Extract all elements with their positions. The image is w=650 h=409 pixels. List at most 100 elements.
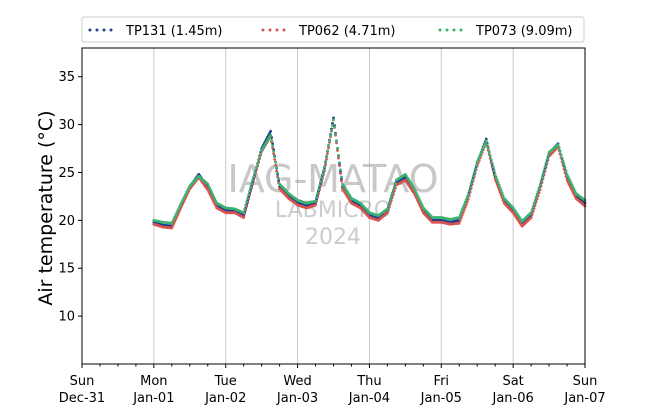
legend-item: TP131 (1.45m) xyxy=(88,24,222,39)
data-point xyxy=(460,208,464,212)
data-point xyxy=(242,211,246,215)
axes: 10 15 20 25 30 35 Sun Dec-31 Mon Jan-01 Tue Jan-02 W… xyxy=(58,47,606,406)
data-point xyxy=(337,154,340,157)
x-tick-day: Mon xyxy=(140,374,167,389)
data-point xyxy=(206,182,210,186)
data-point xyxy=(325,154,328,158)
data-point xyxy=(251,178,255,182)
legend-marker xyxy=(102,28,106,32)
data-point xyxy=(273,158,277,161)
data-point xyxy=(247,193,251,197)
x-tick-day: Sat xyxy=(502,374,523,389)
data-point xyxy=(420,204,424,208)
legend-item: TP062 (4.71m) xyxy=(261,24,395,39)
data-point xyxy=(491,165,495,169)
data-point xyxy=(314,203,317,207)
legend-marker xyxy=(445,28,449,32)
data-point xyxy=(338,161,341,164)
data-point xyxy=(391,188,395,192)
y-tick-label: 30 xyxy=(58,118,75,133)
data-point xyxy=(529,216,533,219)
data-point xyxy=(385,211,389,215)
data-point xyxy=(175,215,179,219)
watermark-line-3: 2024 xyxy=(305,225,361,250)
data-point xyxy=(333,125,336,129)
legend-marker xyxy=(275,28,279,32)
data-point xyxy=(274,163,278,167)
data-point xyxy=(489,158,493,161)
data-point xyxy=(414,191,418,195)
data-point xyxy=(387,201,391,204)
data-point xyxy=(467,189,471,193)
data-point xyxy=(173,215,177,219)
data-point xyxy=(336,146,339,150)
data-point xyxy=(272,150,276,153)
data-point xyxy=(457,221,461,225)
data-point xyxy=(417,198,421,201)
legend-marker xyxy=(268,28,272,32)
x-tick-day: Wed xyxy=(283,374,311,389)
data-point xyxy=(567,177,571,181)
data-point xyxy=(172,217,176,221)
data-point xyxy=(273,155,277,159)
data-point xyxy=(537,186,541,190)
data-point xyxy=(479,151,483,154)
y-tick-label: 25 xyxy=(58,166,75,181)
data-point xyxy=(326,149,329,153)
data-point xyxy=(211,193,215,197)
data-point xyxy=(325,157,328,161)
data-point xyxy=(488,154,492,158)
data-point xyxy=(568,179,572,183)
data-point xyxy=(563,166,567,170)
data-point xyxy=(539,179,543,183)
data-point xyxy=(171,224,175,228)
data-point xyxy=(566,175,570,178)
data-point xyxy=(170,221,174,225)
data-point xyxy=(335,139,338,143)
legend-marker xyxy=(452,28,456,32)
legend-marker xyxy=(282,28,286,32)
data-point xyxy=(569,181,573,185)
data-point xyxy=(532,202,536,205)
x-tick-day: Tue xyxy=(214,374,237,389)
data-point xyxy=(535,192,539,196)
y-axis-label: Air temperature (°C) xyxy=(35,110,57,305)
data-point xyxy=(481,146,485,150)
data-point xyxy=(412,187,416,191)
data-point xyxy=(476,158,480,162)
data-point xyxy=(484,139,488,143)
data-point xyxy=(321,173,324,176)
data-point xyxy=(338,164,341,168)
x-tick-date: Jan-02 xyxy=(204,391,246,406)
data-point xyxy=(471,175,475,178)
data-point xyxy=(248,189,252,193)
data-point xyxy=(277,177,281,180)
data-point xyxy=(497,183,501,187)
data-point xyxy=(272,152,276,156)
data-point xyxy=(339,172,342,175)
x-tick-date: Jan-04 xyxy=(348,391,390,406)
x-tick-day: Thu xyxy=(356,374,381,389)
legend-marker xyxy=(88,28,92,32)
data-point xyxy=(214,199,218,203)
data-point xyxy=(324,160,327,163)
data-point xyxy=(459,210,463,214)
y-tick-label: 20 xyxy=(58,214,75,229)
data-point xyxy=(326,152,329,156)
data-point xyxy=(570,183,574,187)
legend-marker xyxy=(95,28,99,32)
data-point xyxy=(571,185,575,189)
data-point xyxy=(495,178,499,182)
data-point xyxy=(560,156,564,160)
data-point xyxy=(418,200,422,203)
data-point xyxy=(328,139,331,143)
data-point xyxy=(276,171,280,175)
data-point xyxy=(322,169,325,172)
series-3 xyxy=(152,118,587,225)
data-point xyxy=(340,175,343,179)
data-point xyxy=(573,190,577,193)
data-point xyxy=(316,192,319,195)
x-tick-day: Fri xyxy=(434,374,450,389)
data-point xyxy=(530,208,534,212)
